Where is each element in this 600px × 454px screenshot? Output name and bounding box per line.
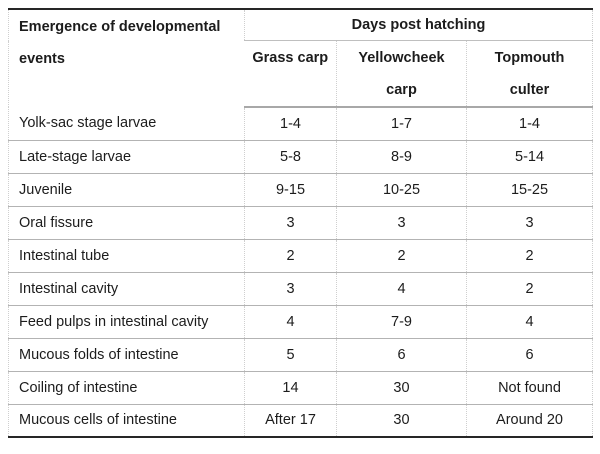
value-cell: After 17 — [244, 403, 337, 437]
value-cell: 8-9 — [336, 139, 467, 173]
value-cell: 4 — [336, 271, 467, 305]
value-cell: 6 — [465, 337, 593, 371]
event-cell: Late-stage larvae — [8, 139, 245, 173]
value-cell: Not found — [465, 370, 593, 404]
table-row: Coiling of intestine 14 30 Not found — [8, 370, 593, 404]
value-cell: 10-25 — [336, 172, 467, 206]
value-cell: 4 — [244, 304, 337, 338]
table-row: Oral fissure 3 3 3 — [8, 205, 593, 239]
value-cell: 9-15 — [244, 172, 337, 206]
value-cell: 3 — [244, 205, 337, 239]
value-cell: 1-4 — [465, 107, 593, 140]
value-cell: 4 — [465, 304, 593, 338]
value-cell: 6 — [336, 337, 467, 371]
value-cell: 15-25 — [465, 172, 593, 206]
value-cell: 1-7 — [336, 107, 467, 140]
event-cell: Intestinal cavity — [8, 271, 245, 305]
value-cell: 5-8 — [244, 139, 337, 173]
table-row: Yolk-sac stage larvae 1-4 1-7 1-4 — [8, 107, 593, 140]
event-cell: Mucous folds of intestine — [8, 337, 245, 371]
event-cell: Intestinal tube — [8, 238, 245, 272]
table-row: Intestinal cavity 3 4 2 — [8, 271, 593, 305]
value-cell: 3 — [244, 271, 337, 305]
value-cell: 30 — [336, 403, 467, 437]
value-cell: 2 — [465, 238, 593, 272]
event-cell: Feed pulps in intestinal cavity — [8, 304, 245, 338]
corner-header-emergence-of-developmental-events: Emergence of developmental events — [8, 9, 245, 107]
value-cell: 5 — [244, 337, 337, 371]
event-cell: Oral fissure — [8, 205, 245, 239]
value-cell: 2 — [244, 238, 337, 272]
value-cell: 30 — [336, 370, 467, 404]
value-cell: 7-9 — [336, 304, 467, 338]
value-cell: 2 — [465, 271, 593, 305]
header-row-species: Grass carp Yellowcheek carp Topmouth cul… — [9, 40, 593, 108]
table-row: Mucous cells of intestine After 17 30 Ar… — [8, 403, 593, 437]
event-cell: Yolk-sac stage larvae — [8, 107, 245, 140]
value-cell: 2 — [336, 238, 467, 272]
value-cell: 1-4 — [244, 107, 337, 140]
group-header-days-post-hatching: Days post hatching — [243, 9, 593, 41]
column-header-label: Grass carp — [252, 50, 329, 66]
value-cell: 5-14 — [465, 139, 593, 173]
column-header-label: Yellowcheek carp — [358, 50, 445, 98]
column-header-topmouth-culter: Topmouth culter — [465, 40, 593, 108]
event-cell: Coiling of intestine — [8, 370, 245, 404]
developmental-events-table: Emergence of developmental events Days p… — [8, 8, 594, 438]
table-row: Intestinal tube 2 2 2 — [8, 238, 593, 272]
table-row: Late-stage larvae 5-8 8-9 5-14 — [8, 139, 593, 173]
event-cell: Mucous cells of intestine — [8, 403, 245, 437]
event-cell: Juvenile — [8, 172, 245, 206]
column-header-grass-carp: Grass carp — [244, 40, 337, 108]
header-row-group: Emergence of developmental events Days p… — [8, 9, 593, 107]
table-row: Mucous folds of intestine 5 6 6 — [8, 337, 593, 371]
value-cell: 3 — [465, 205, 593, 239]
value-cell: Around 20 — [465, 403, 593, 437]
value-cell: 14 — [244, 370, 337, 404]
value-cell: 3 — [336, 205, 467, 239]
column-header-yellowcheek-carp: Yellowcheek carp — [336, 40, 467, 108]
table-row: Feed pulps in intestinal cavity 4 7-9 4 — [8, 304, 593, 338]
column-header-label: Topmouth culter — [494, 50, 565, 98]
table-row: Juvenile 9-15 10-25 15-25 — [8, 172, 593, 206]
